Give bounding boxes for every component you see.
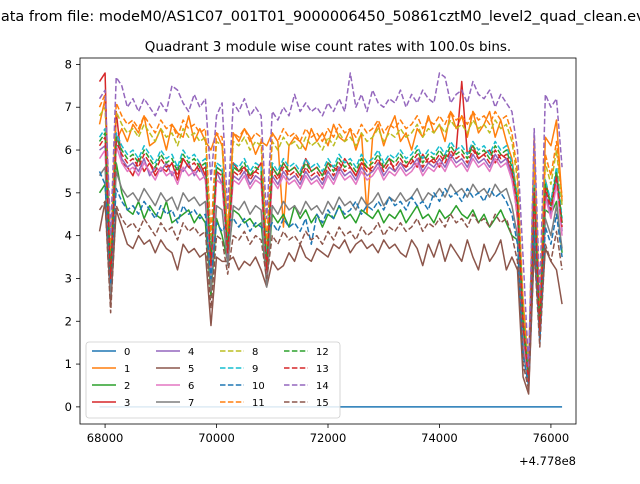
- series-line-15: [98, 200, 563, 391]
- legend-label-15: 15: [316, 398, 329, 409]
- y-tick-label: 1: [65, 357, 72, 371]
- y-tick-label: 2: [65, 314, 72, 328]
- y-axis: 0 1 2 3 4 5 6 7 8: [65, 57, 80, 414]
- y-tick-label: 6: [65, 143, 72, 157]
- legend-label-4: 4: [188, 347, 194, 358]
- legend-label-12: 12: [316, 347, 329, 358]
- series-line-13: [98, 136, 563, 382]
- series-line-11: [98, 93, 563, 374]
- series-line-1: [98, 97, 563, 370]
- legend-label-10: 10: [252, 381, 265, 392]
- chart-title: Quadrant 3 module wise count rates with …: [145, 39, 511, 55]
- y-tick-label: 3: [65, 271, 72, 285]
- x-tick-label: 68000: [87, 431, 124, 445]
- y-tick-label: 8: [65, 57, 72, 71]
- legend-label-6: 6: [188, 381, 194, 392]
- x-tick-label: 74000: [421, 431, 458, 445]
- x-tick-label: 70000: [198, 431, 235, 445]
- legend-label-9: 9: [252, 364, 258, 375]
- legend-label-7: 7: [188, 398, 194, 409]
- legend-label-8: 8: [252, 347, 258, 358]
- series-line-12: [98, 132, 563, 378]
- series-line-9: [98, 127, 563, 378]
- legend-label-3: 3: [124, 398, 130, 409]
- y-tick-label: 5: [65, 186, 72, 200]
- legend-label-11: 11: [252, 398, 265, 409]
- legend-box: [85, 341, 341, 419]
- series-layer: [98, 72, 563, 408]
- legend-label-0: 0: [124, 347, 130, 358]
- y-tick-label: 4: [65, 229, 72, 243]
- legend-label-5: 5: [188, 364, 194, 375]
- figure-suptitle: Data from file: modeM0/AS1C07_001T01_900…: [0, 9, 640, 25]
- series-line-7: [98, 166, 563, 387]
- y-tick-label: 0: [65, 400, 72, 414]
- series-line-6: [98, 145, 563, 382]
- legend-label-2: 2: [124, 381, 130, 392]
- x-axis: 68000 70000 72000 74000 76000: [87, 424, 569, 445]
- series-line-10: [98, 171, 563, 387]
- legend-label-13: 13: [316, 364, 329, 375]
- legend-label-1: 1: [124, 364, 130, 375]
- legend-label-14: 14: [316, 381, 329, 392]
- series-line-3: [98, 72, 563, 382]
- x-tick-label: 76000: [533, 431, 570, 445]
- series-line-14: [98, 72, 563, 370]
- x-tick-label: 72000: [310, 431, 347, 445]
- y-tick-label: 7: [65, 100, 72, 114]
- series-line-5: [98, 200, 563, 395]
- x-offset-label: +4.778e8: [519, 454, 576, 468]
- series-line-8: [98, 106, 563, 374]
